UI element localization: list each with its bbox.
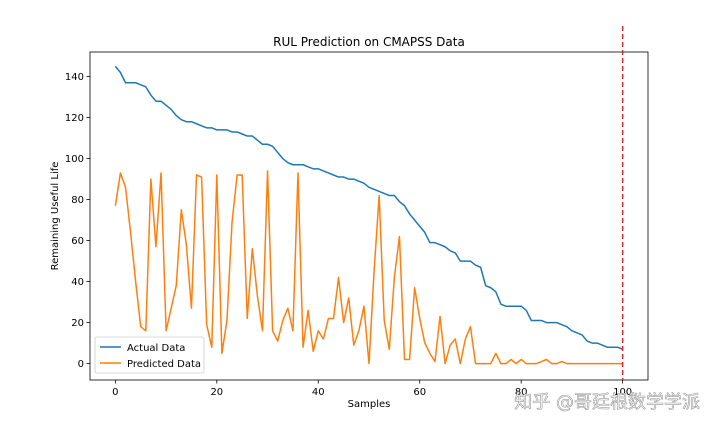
legend-label-predicted: Predicted Data — [127, 359, 201, 370]
x-tick-label: 0 — [112, 387, 118, 398]
y-tick-label: 40 — [71, 277, 84, 288]
legend-label-actual: Actual Data — [127, 343, 185, 354]
plot-area-frame — [89, 51, 649, 381]
y-tick-label: 120 — [65, 113, 84, 124]
x-axis-label: Samples — [348, 399, 391, 410]
x-tick-label: 40 — [312, 387, 325, 398]
axis-ticks: 0 20 40 60 80 100 0 20 40 60 80 100 120 140 — [65, 72, 632, 398]
y-axis-label: Remaining Useful Life — [50, 162, 61, 271]
x-tick-label: 80 — [515, 387, 528, 398]
y-tick-label: 100 — [65, 154, 84, 165]
series-lines — [114, 65, 623, 365]
y-tick-label: 20 — [71, 318, 84, 329]
watermark-text: 知乎 @哥廷根数学学派 — [514, 392, 700, 413]
y-tick-label: 0 — [78, 359, 84, 370]
y-tick-label: 140 — [65, 72, 84, 83]
y-tick-label: 60 — [71, 236, 84, 247]
chart-title: RUL Prediction on CMAPSS Data — [273, 35, 465, 49]
y-tick-label: 80 — [71, 195, 84, 206]
x-tick-label: 100 — [613, 387, 632, 398]
x-tick-label: 60 — [413, 387, 426, 398]
legend: Actual Data Predicted Data — [94, 336, 205, 374]
x-tick-label: 20 — [210, 387, 223, 398]
legend-box — [94, 336, 205, 374]
